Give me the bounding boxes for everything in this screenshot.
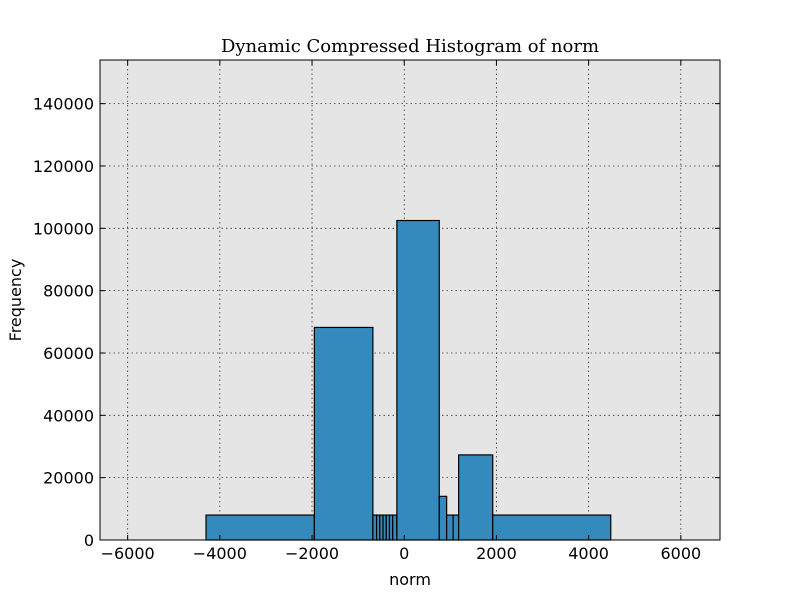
histogram-bar bbox=[396, 219, 440, 541]
x-tick-label: −4000 bbox=[193, 544, 247, 563]
x-tick-label: 2000 bbox=[476, 544, 517, 563]
y-tick-label: 80000 bbox=[43, 282, 94, 301]
plot-frame bbox=[99, 59, 721, 541]
histogram-bar bbox=[492, 514, 612, 541]
chart-title: Dynamic Compressed Histogram of norm bbox=[221, 36, 599, 57]
axis-ticks bbox=[100, 60, 720, 541]
y-tick-label: 20000 bbox=[43, 469, 94, 488]
histogram-bar bbox=[458, 454, 494, 541]
x-axis-label: norm bbox=[389, 570, 431, 589]
histogram-bar bbox=[438, 495, 448, 541]
x-tick-label: 6000 bbox=[660, 544, 701, 563]
y-tick-label: 140000 bbox=[33, 95, 94, 114]
y-tick-label: 100000 bbox=[33, 219, 94, 238]
histogram-bar bbox=[392, 514, 398, 541]
y-tick-label: 60000 bbox=[43, 344, 94, 363]
x-tick-label: 4000 bbox=[568, 544, 609, 563]
x-tick-label: 0 bbox=[399, 544, 409, 563]
histogram-bar bbox=[452, 514, 460, 541]
y-axis-label: Frequency bbox=[6, 259, 25, 342]
y-tick-label: 120000 bbox=[33, 157, 94, 176]
x-tick-labels: −6000 −4000 −2000 0 2000 4000 6000 bbox=[101, 544, 702, 563]
histogram-bar bbox=[313, 326, 374, 541]
y-tick-labels: 0 20000 40000 60000 80000 100000 120000 140000 bbox=[33, 95, 94, 550]
histogram-bar bbox=[446, 514, 454, 541]
y-tick-label: 40000 bbox=[43, 406, 94, 425]
y-tick-label: 0 bbox=[84, 531, 94, 550]
histogram-bars bbox=[205, 219, 612, 541]
x-tick-label: −2000 bbox=[285, 544, 339, 563]
x-tick-label: −6000 bbox=[101, 544, 155, 563]
histogram-bar bbox=[205, 514, 315, 541]
